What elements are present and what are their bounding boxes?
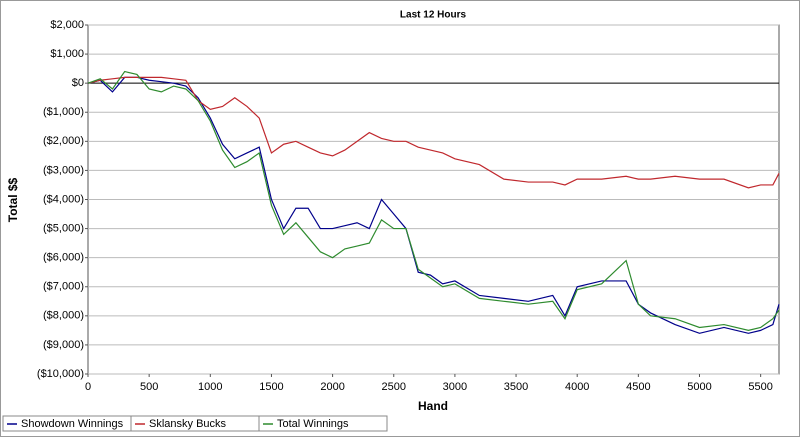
chart-title: Last 12 Hours: [400, 10, 467, 21]
y-tick-label: ($9,000): [43, 339, 84, 351]
y-tick-label: ($2,000): [43, 135, 84, 147]
legend-label: Showdown Winnings: [21, 418, 124, 430]
y-tick-label: $0: [72, 77, 84, 89]
legend-box: [258, 415, 388, 432]
x-axis-title: Hand: [418, 399, 448, 413]
y-tick-label: ($8,000): [43, 310, 84, 322]
x-tick-label: 1500: [259, 381, 283, 393]
y-tick-label: $2,000: [50, 19, 84, 31]
y-tick-label: $1,000: [50, 48, 84, 60]
x-tick-label: 4500: [626, 381, 650, 393]
x-tick-label: 2000: [320, 381, 344, 393]
legend-label: Total Winnings: [277, 418, 349, 430]
x-tick-label: 2500: [382, 381, 406, 393]
y-tick-label: ($6,000): [43, 252, 84, 264]
x-tick-label: 0: [85, 381, 91, 393]
series-line: [87, 76, 780, 189]
legend-label: Sklansky Bucks: [149, 418, 227, 430]
y-tick-label: ($4,000): [43, 193, 84, 205]
x-tick-label: 3000: [443, 381, 467, 393]
series-line: [87, 70, 780, 331]
x-tick-label: 5500: [748, 381, 772, 393]
y-tick-label: ($3,000): [43, 164, 84, 176]
x-tick-label: 4000: [565, 381, 589, 393]
y-tick-label: ($7,000): [43, 281, 84, 293]
x-tick-label: 500: [140, 381, 158, 393]
y-tick-label: ($1,000): [43, 106, 84, 118]
x-tick-label: 3500: [504, 381, 528, 393]
y-tick-label: ($10,000): [37, 368, 84, 380]
y-tick-label: ($5,000): [43, 222, 84, 234]
x-tick-label: 5000: [687, 381, 711, 393]
x-tick-label: 1000: [198, 381, 222, 393]
y-axis-title: Total $$: [6, 177, 20, 222]
